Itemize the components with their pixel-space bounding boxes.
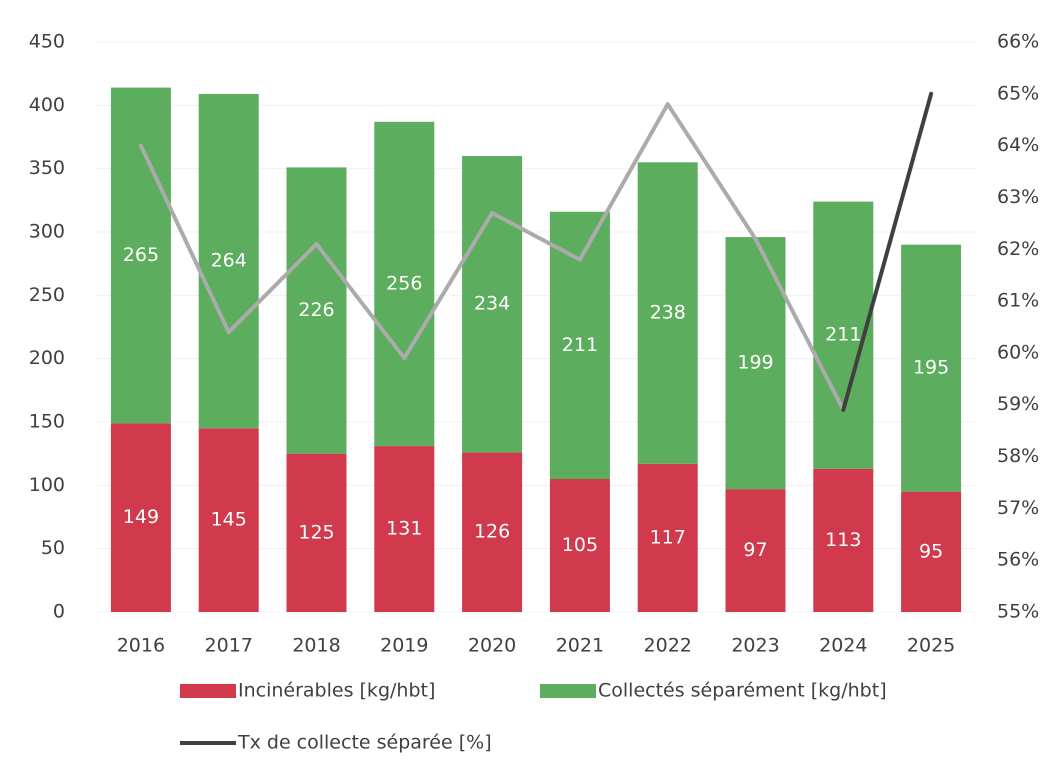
bar-segment (374, 121, 435, 447)
value-label: 199 (737, 352, 773, 374)
legend-label: Collectés séparément [kg/hbt] (598, 680, 887, 702)
y2-tick-label: 63% (997, 186, 1039, 208)
line-segment (841, 91, 934, 412)
bar-segment (637, 162, 698, 464)
bar-segment (901, 491, 962, 612)
x-tick-label: 2024 (819, 635, 867, 657)
legend-swatch (180, 684, 236, 698)
x-tick-label: 2019 (380, 635, 428, 657)
value-label: 195 (913, 357, 949, 379)
x-tick-label: 2023 (731, 635, 779, 657)
value-label: 264 (211, 250, 247, 272)
bar-segment (901, 244, 962, 492)
bar-segment (110, 423, 171, 612)
bar-segment (198, 428, 259, 612)
legend-label: Tx de collecte séparée [%] (237, 732, 492, 754)
y2-tick-label: 56% (997, 549, 1039, 571)
y-tick-label: 400 (29, 94, 65, 116)
bar-segment (198, 93, 259, 429)
line-segment (314, 242, 407, 361)
line-segment (402, 211, 495, 361)
y2-tick-label: 58% (997, 445, 1039, 467)
x-tick-label: 2021 (556, 635, 604, 657)
legend-swatch (540, 684, 596, 698)
line-segment (138, 143, 231, 335)
y2-tick-label: 61% (997, 290, 1039, 312)
value-label: 211 (825, 324, 861, 346)
bar-segment (813, 468, 874, 612)
line-segment (665, 102, 758, 241)
y2-tick-label: 60% (997, 341, 1039, 363)
line-segment (577, 102, 670, 262)
value-label: 234 (474, 293, 510, 315)
y2-tick-label: 59% (997, 393, 1039, 415)
y2-tick-label: 64% (997, 134, 1039, 156)
y2-tick-label: 65% (997, 82, 1039, 104)
value-label: 226 (298, 299, 334, 321)
y-tick-label: 0 (53, 601, 65, 623)
value-label: 125 (298, 521, 334, 543)
y-tick-label: 250 (29, 284, 65, 306)
y-tick-label: 100 (29, 474, 65, 496)
x-tick-label: 2020 (468, 635, 516, 657)
value-label: 97 (743, 539, 767, 561)
line-segment (490, 211, 582, 262)
value-label: 126 (474, 521, 510, 543)
value-label: 95 (919, 540, 943, 562)
line-segment (226, 242, 319, 335)
value-label: 238 (650, 302, 686, 324)
bar-segment (374, 446, 435, 612)
bar-segment (110, 87, 171, 424)
value-label: 117 (650, 526, 686, 548)
value-label: 105 (562, 534, 598, 556)
value-label: 145 (211, 509, 247, 531)
y-tick-label: 200 (29, 347, 65, 369)
bar-segment (286, 453, 347, 612)
bar-segment (549, 479, 610, 612)
x-tick-label: 2025 (907, 635, 955, 657)
y-tick-label: 150 (29, 411, 65, 433)
bar-segment (286, 167, 347, 454)
bar-segment (462, 156, 523, 453)
y2-tick-label: 57% (997, 497, 1039, 519)
bar-segment (637, 463, 698, 612)
bar-segment (725, 489, 786, 612)
y2-tick-label: 66% (997, 31, 1039, 53)
legend-label: Incinérables [kg/hbt] (238, 680, 435, 702)
y-tick-label: 350 (29, 157, 65, 179)
y-tick-label: 50 (41, 537, 65, 559)
y-tick-label: 300 (29, 221, 65, 243)
y2-tick-label: 55% (997, 601, 1039, 623)
value-label: 265 (123, 244, 159, 266)
y2-tick-label: 62% (997, 238, 1039, 260)
y-tick-label: 450 (29, 31, 65, 53)
x-tick-label: 2022 (644, 635, 692, 657)
x-tick-label: 2016 (117, 635, 165, 657)
value-label: 149 (123, 506, 159, 528)
value-label: 131 (386, 518, 422, 540)
bar-segment (462, 452, 523, 612)
value-label: 211 (562, 334, 598, 356)
x-tick-label: 2017 (205, 635, 253, 657)
x-tick-label: 2018 (292, 635, 340, 657)
value-label: 113 (825, 529, 861, 551)
line-segment (753, 236, 846, 412)
value-label: 256 (386, 272, 422, 294)
